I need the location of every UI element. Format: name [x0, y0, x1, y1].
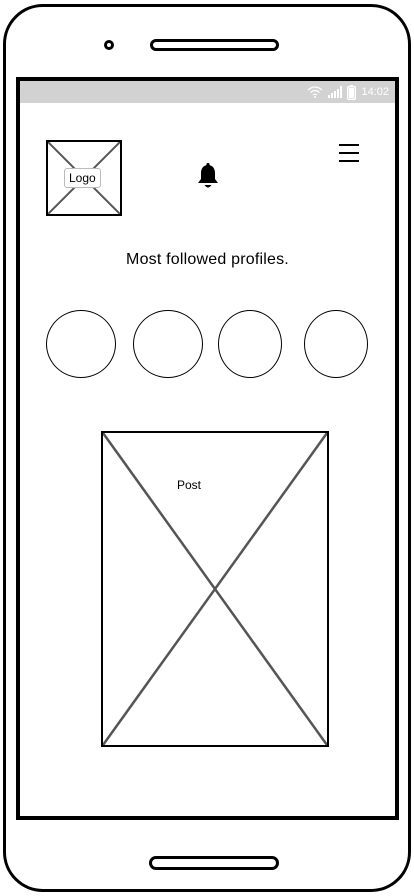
- image-placeholder-icon: [103, 433, 327, 745]
- post-label: Post: [177, 478, 202, 492]
- status-time: 14:02: [361, 86, 389, 98]
- home-button[interactable]: [149, 856, 279, 870]
- hamburger-menu-icon[interactable]: [338, 143, 360, 163]
- logo-label: Logo: [64, 168, 101, 188]
- earpiece-speaker: [150, 39, 279, 51]
- profile-avatar-2[interactable]: [133, 310, 203, 378]
- front-camera: [104, 40, 114, 50]
- status-icons: 14:02: [307, 84, 389, 100]
- bell-icon[interactable]: [196, 163, 220, 191]
- battery-icon: [347, 84, 357, 100]
- profile-avatar-3[interactable]: [218, 310, 282, 378]
- profile-avatar-1[interactable]: [46, 310, 116, 378]
- phone-screen: 14:02 Logo Most followed profiles.: [16, 77, 399, 820]
- signal-icon: [328, 86, 343, 98]
- logo-placeholder[interactable]: Logo: [46, 140, 122, 216]
- status-bar: 14:02: [20, 81, 395, 103]
- wifi-icon: [308, 86, 323, 98]
- profile-avatar-4[interactable]: [304, 310, 368, 378]
- most-followed-title: Most followed profiles.: [126, 251, 289, 268]
- post-placeholder[interactable]: Post: [101, 431, 329, 747]
